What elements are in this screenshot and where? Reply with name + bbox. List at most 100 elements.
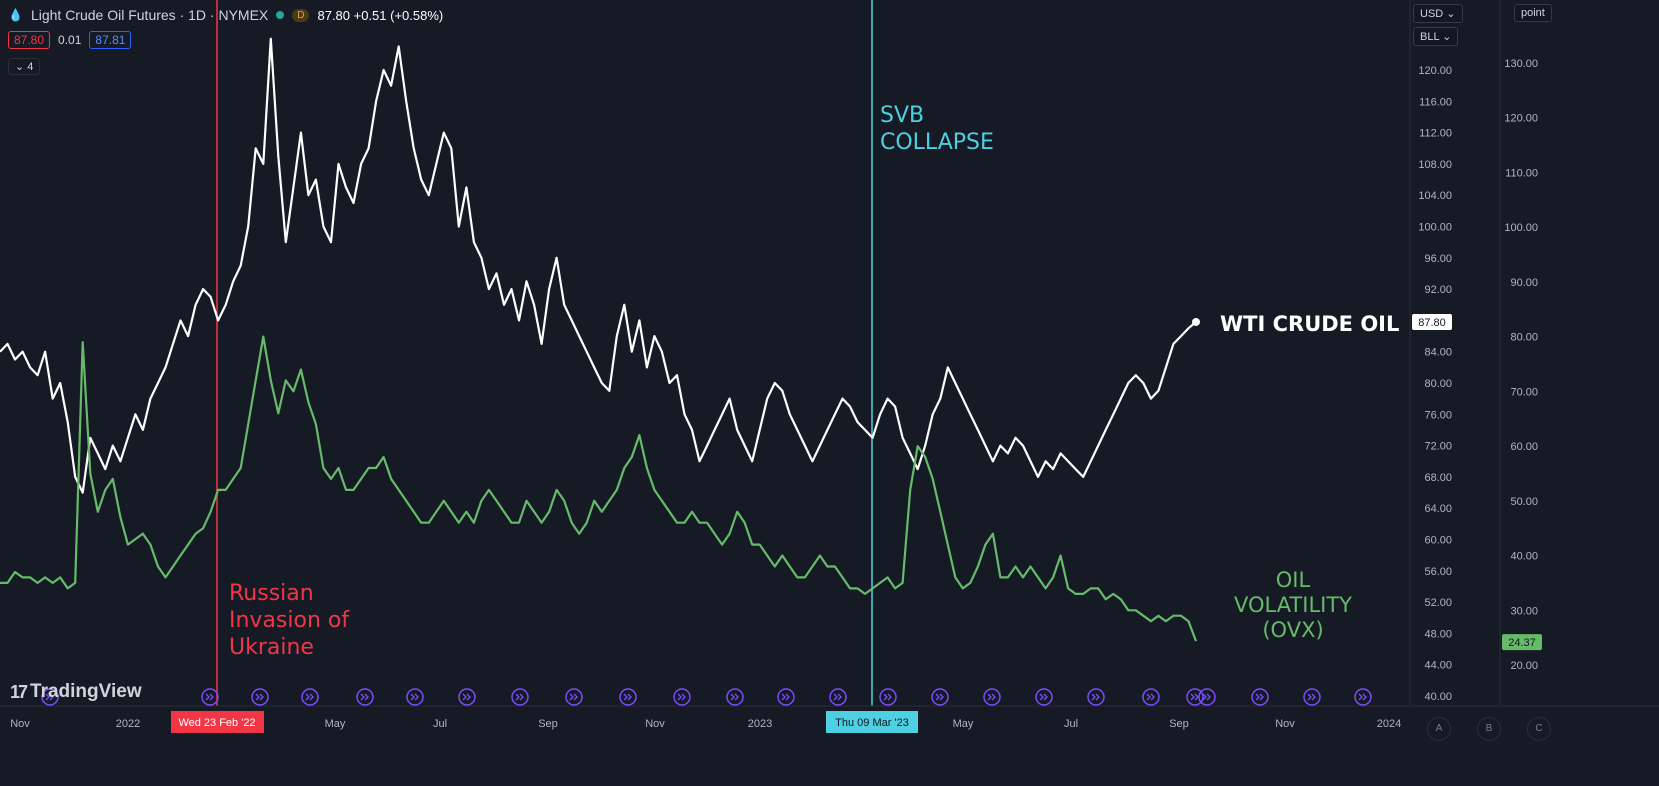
- spread-value: 0.01: [58, 33, 82, 47]
- axes: 120.00 116.00 112.00 108.00 104.00 100.00 96.0…: [0, 0, 1659, 730]
- oil-axis-tick: 72.00: [1424, 441, 1452, 453]
- event-marker-icon[interactable]: [983, 688, 1001, 706]
- event-marker-circle: [511, 688, 529, 706]
- oil-axis-tick: 92.00: [1424, 284, 1452, 296]
- event-marker-circle: [201, 688, 219, 706]
- invasion-date: Wed 23 Feb '22: [178, 717, 255, 729]
- event-marker-icon[interactable]: [356, 688, 374, 706]
- event-marker-arrow: [730, 693, 739, 701]
- oil-axis-tick: 100.00: [1418, 222, 1452, 234]
- event-marker-icon[interactable]: [458, 688, 476, 706]
- ovx-axis-tick: 100.00: [1504, 222, 1538, 234]
- time-axis-tick: 2024: [1377, 718, 1401, 730]
- scale-button-c[interactable]: C: [1527, 717, 1551, 741]
- oil-series-label: WTI CRUDE OIL: [1220, 312, 1399, 336]
- event-marker-circle: [931, 688, 949, 706]
- tradingview-logo[interactable]: 17 TradingView: [10, 681, 142, 703]
- event-marker-icon[interactable]: [1198, 688, 1216, 706]
- ovx-axis-tick: 40.00: [1510, 551, 1538, 563]
- oil-axis-tick: 108.00: [1418, 159, 1452, 171]
- oil-axis-tick: 116.00: [1419, 96, 1452, 108]
- time-axis-tick: May: [325, 718, 346, 730]
- event-marker-icon[interactable]: [251, 688, 269, 706]
- event-marker-circle: [1035, 688, 1053, 706]
- event-marker-arrow: [1091, 693, 1100, 701]
- event-marker-icon[interactable]: [1354, 688, 1372, 706]
- oil-axis-tick: 104.00: [1418, 190, 1452, 202]
- event-marker-circle: [673, 688, 691, 706]
- oil-last-value: 87.80: [1418, 317, 1446, 329]
- time-axis-tick: Nov: [10, 718, 30, 730]
- event-marker-arrow: [569, 693, 578, 701]
- currency-select[interactable]: USD ⌄: [1413, 4, 1463, 23]
- logo-text: TradingView: [30, 681, 142, 702]
- event-marker-icon[interactable]: [1035, 688, 1053, 706]
- price-change: 87.80 +0.51 (+0.58%): [317, 7, 444, 23]
- event-marker-icon[interactable]: [301, 688, 319, 706]
- event-marker-icon[interactable]: [931, 688, 949, 706]
- ovx-series-label-line: VOLATILITY: [1234, 593, 1352, 617]
- scale-button-a[interactable]: A: [1427, 717, 1451, 741]
- event-marker-icon[interactable]: [726, 688, 744, 706]
- time-axis-tick: 2023: [748, 718, 772, 730]
- ovx-axis-tick: 20.00: [1510, 660, 1538, 672]
- event-marker-icon[interactable]: [406, 688, 424, 706]
- oil-axis-tick: 60.00: [1424, 535, 1452, 547]
- event-marker-icon[interactable]: [1087, 688, 1105, 706]
- event-marker-arrow: [677, 693, 686, 701]
- oil-axis-tick: 52.00: [1424, 597, 1452, 609]
- event-marker-arrow: [623, 693, 632, 701]
- oil-last-point: [1192, 317, 1200, 326]
- time-axis-tick: Sep: [1169, 718, 1189, 730]
- unit-select[interactable]: BLL ⌄: [1413, 27, 1459, 46]
- ovx-axis-tick: 130.00: [1504, 58, 1538, 70]
- event-markers: [41, 688, 1372, 706]
- invasion-annotation-line: Invasion of: [229, 608, 350, 633]
- droplet-icon: 💧: [8, 8, 23, 22]
- event-marker-arrow: [833, 693, 842, 701]
- event-marker-circle: [251, 688, 269, 706]
- symbol-title[interactable]: Light Crude Oil Futures · 1D · NYMEX: [30, 7, 269, 23]
- event-marker-circle: [1186, 688, 1204, 706]
- scale-mode-button[interactable]: point: [1514, 4, 1552, 22]
- event-marker-icon[interactable]: [1303, 688, 1321, 706]
- bid-price[interactable]: 87.80: [8, 31, 51, 49]
- tradingview-logo-icon: 17: [10, 681, 28, 702]
- event-marker-arrow: [1255, 693, 1264, 701]
- indicators-count: 4: [27, 61, 34, 73]
- event-marker-icon[interactable]: [829, 688, 847, 706]
- event-marker-icon[interactable]: [673, 688, 691, 706]
- event-marker-icon[interactable]: [1186, 688, 1204, 706]
- event-marker-icon[interactable]: [1142, 688, 1160, 706]
- event-marker-icon[interactable]: [565, 688, 583, 706]
- event-marker-icon[interactable]: [879, 688, 897, 706]
- invasion-annotation-line: Russian: [229, 581, 314, 606]
- event-marker-icon[interactable]: [201, 688, 219, 706]
- event-marker-icon[interactable]: [41, 688, 59, 706]
- event-marker-icon[interactable]: [511, 688, 529, 706]
- delay-badge: D: [292, 8, 310, 22]
- event-marker-icon[interactable]: [619, 688, 637, 706]
- symbol-header[interactable]: 💧 Light Crude Oil Futures · 1D · NYMEX D…: [8, 4, 443, 26]
- event-marker-arrow: [305, 693, 314, 701]
- event-marker-arrow: [462, 693, 471, 701]
- annotations: Wed 23 Feb '22 Thu 09 Mar '23 RussianInvas…: [171, 103, 1399, 733]
- event-marker-circle: [777, 688, 795, 706]
- event-marker-circle: [1142, 688, 1160, 706]
- oil-axis-tick: 112.00: [1419, 128, 1452, 140]
- oil-axis-tick: 84.00: [1424, 347, 1452, 359]
- invasion-date-badge: [171, 711, 264, 733]
- ask-price[interactable]: 87.81: [89, 31, 132, 49]
- ovx-axis-tick: 60.00: [1510, 441, 1538, 453]
- event-marker-arrow: [1039, 693, 1048, 701]
- scale-button-b[interactable]: B: [1477, 717, 1501, 741]
- ovx-axis-tick: 120.00: [1504, 113, 1538, 125]
- event-marker-icon[interactable]: [1251, 688, 1269, 706]
- event-marker-arrow: [45, 693, 54, 701]
- event-marker-circle: [1354, 688, 1372, 706]
- scale-mode-label: point: [1521, 7, 1545, 19]
- indicators-toggle[interactable]: ⌄ 4: [8, 58, 41, 75]
- event-marker-icon[interactable]: [777, 688, 795, 706]
- time-axis-tick: May: [953, 718, 974, 730]
